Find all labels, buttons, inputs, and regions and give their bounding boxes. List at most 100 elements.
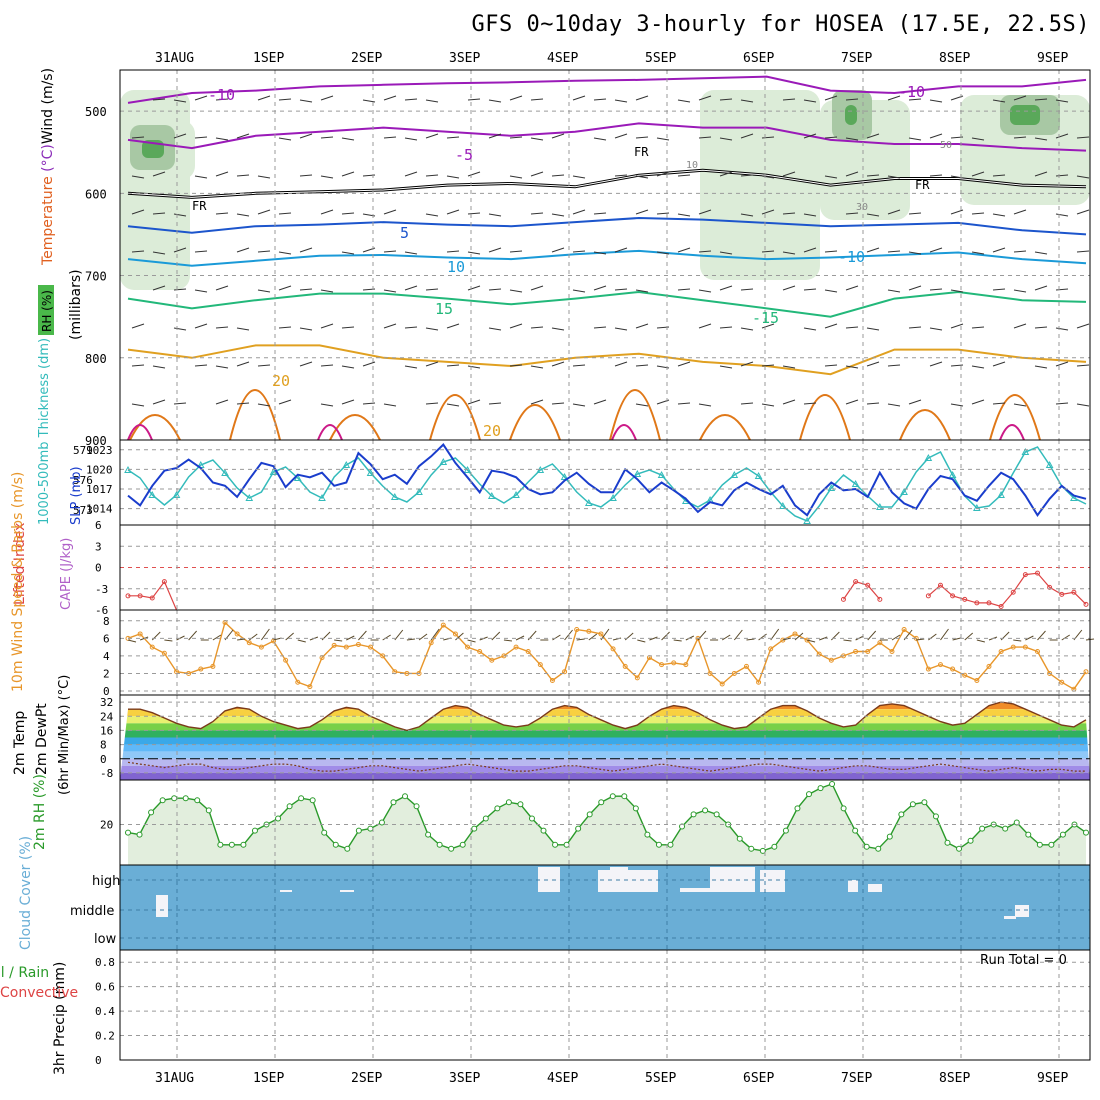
rh-legend-swatch [38,285,54,335]
wind-barb [152,212,166,215]
precip-tick-label: 0.6 [95,981,115,994]
wind-barb [131,136,145,139]
wind-barb [572,403,586,407]
panel-frame [119,439,1091,526]
axis-title-part: Temperature [40,176,56,266]
wind-barb [530,98,544,101]
wind-barb [341,365,355,369]
wind-barb [1076,250,1090,253]
wind-barb [845,285,859,291]
rh-shade-dark [845,105,857,125]
rh-point [875,845,882,852]
wind-speed-point [149,644,155,650]
rh-area [128,784,1086,865]
wind-barb [593,137,607,141]
wind-speed-point [950,666,956,672]
thickness-tick-label: 579 [73,444,93,457]
wind-barb [131,250,145,253]
wind-barb [509,136,523,139]
wind-barb [509,323,523,329]
temp-color-band [120,737,1090,745]
wind-barb [782,251,796,255]
rh-point [1048,841,1055,848]
wind-barb [866,133,880,139]
wind-barb [488,288,502,291]
thickness-point [415,487,423,495]
wind-speed-point [137,631,143,637]
wind-barb [278,212,292,215]
wind-barb [237,638,246,641]
lifted-index-line [128,580,178,611]
wind-barb [719,137,733,141]
rh-point [598,799,605,806]
wind-barb [215,285,229,291]
rh-point [979,825,986,832]
rh-point [1002,825,1009,832]
wind-barb [1013,323,1027,329]
wind-barb [740,288,754,291]
rh-point [932,813,939,820]
lifted-index-line [843,581,881,600]
rh-point [909,801,916,808]
wind-barb [803,288,817,291]
rh-point [528,815,535,822]
wind-barb [992,361,1006,367]
wind-barb [824,364,838,367]
wind-barb [383,323,397,329]
wind-barb [719,171,733,177]
wind-speed-point [901,627,907,633]
wind-barb [509,289,523,293]
date-label-top: 5SEP [645,51,676,66]
thickness-point [633,469,642,477]
thickness-point [584,498,593,506]
thickness-point [269,467,278,475]
wind-barb [950,323,964,329]
wind-speed-point [889,649,895,654]
wind-barb [320,136,334,139]
rh-point [967,837,974,844]
wind-barb [887,403,901,407]
wind-speed-point [1010,644,1016,650]
wind-barb [194,95,208,101]
wind-barb [740,133,754,139]
slp-line [127,443,1087,517]
wind-barb [215,326,229,329]
rh-contour-label: 10 [686,160,698,171]
rh-point [840,805,847,812]
wind-barb [383,250,397,253]
date-label-bottom: 7SEP [841,1071,872,1086]
wind-barb [488,99,502,103]
isotherm-label: -5 [455,146,473,164]
wind-barb [719,98,733,101]
wind-barb [677,99,691,103]
wind-speed-point [974,677,980,683]
freezing-level-label: FR [915,178,930,192]
wind-speed-point [586,628,592,634]
rh-point [194,797,201,804]
wind-barb [572,95,586,101]
date-label-top: 9SEP [1037,51,1068,66]
wind-barb [677,213,691,217]
wind-barb [194,323,208,329]
wind-barb [425,213,439,217]
wind-speed-point [513,644,519,650]
wind-barb [173,99,187,103]
date-label-bottom: 3SEP [449,1071,480,1086]
temp-color-band [120,744,1090,752]
thickness-tick-label: 576 [73,474,93,487]
wind-barb [404,326,418,329]
pressure-tick-label: 900 [85,434,107,448]
wind-barb [425,327,439,331]
wind-barb [236,213,250,217]
wind-barb [467,365,481,369]
wind-barb [649,636,658,641]
wind-barb [236,174,250,177]
wind-barb [552,634,561,641]
wind-barb [467,639,476,643]
rh-point [436,841,443,848]
wind-barb [698,289,712,293]
wind-barb [425,288,439,291]
temp-color-band [120,730,1090,738]
wind-speed-point [865,649,871,654]
